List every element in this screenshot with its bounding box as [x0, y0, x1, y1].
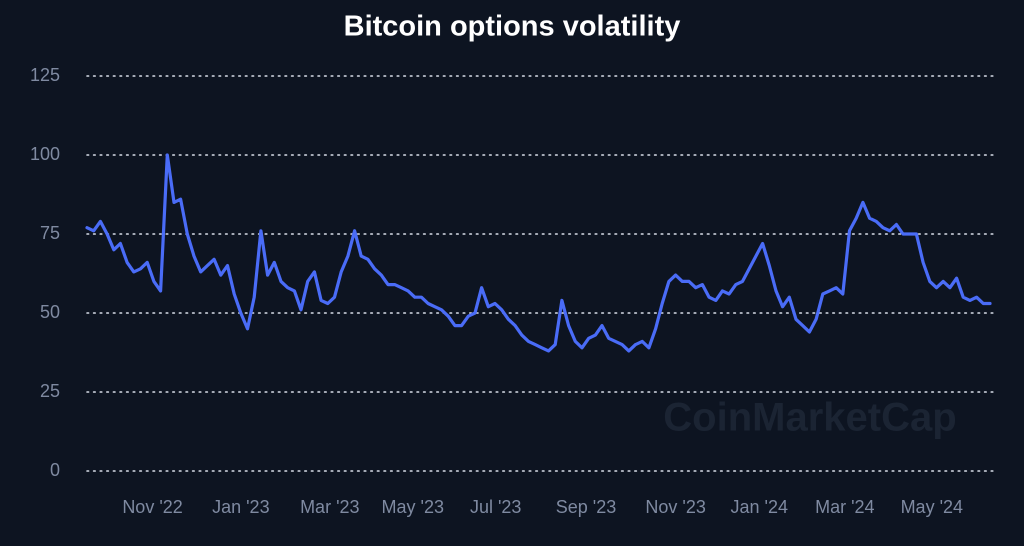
y-tick-label: 125 [30, 65, 60, 85]
x-tick-label: Jan '23 [212, 497, 269, 517]
y-tick-label: 0 [50, 460, 60, 480]
x-tick-label: Jan '24 [730, 497, 787, 517]
y-tick-label: 25 [40, 381, 60, 401]
y-tick-label: 100 [30, 144, 60, 164]
x-tick-label: Nov '23 [645, 497, 705, 517]
x-tick-label: Nov '22 [122, 497, 182, 517]
y-tick-label: 50 [40, 302, 60, 322]
x-tick-label: Sep '23 [556, 497, 617, 517]
x-tick-label: Mar '24 [815, 497, 874, 517]
x-tick-label: Jul '23 [470, 497, 521, 517]
y-tick-label: 75 [40, 223, 60, 243]
line-series [85, 153, 992, 353]
x-tick-label: May '23 [382, 497, 444, 517]
x-tick-label: Mar '23 [300, 497, 359, 517]
x-tick-label: May '24 [901, 497, 963, 517]
watermark: CoinMarketCap [663, 396, 956, 440]
chart-title: Bitcoin options volatility [344, 11, 681, 43]
